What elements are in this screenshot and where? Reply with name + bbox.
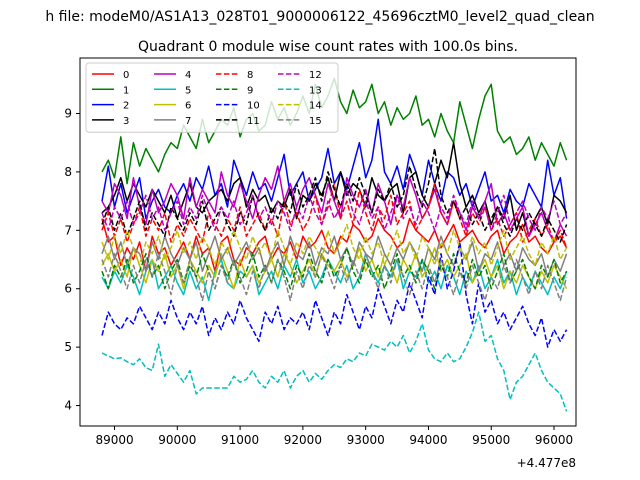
y-tick-label: 4 (64, 399, 72, 413)
legend-label: 4 (185, 70, 191, 81)
x-tick-label: 89000 (95, 433, 133, 447)
legend-box (85, 62, 339, 133)
series-line-4 (101, 165, 568, 243)
series-line-13 (101, 311, 568, 412)
x-tick-label: 94000 (409, 433, 447, 447)
legend-label: 5 (185, 85, 191, 96)
y-tick-label: 7 (64, 223, 72, 237)
axes-ticks: 89000 90000 91000 92000 93000 94000 95000 96000… (64, 106, 573, 447)
chart-title: Quadrant 0 module wise count rates with … (138, 39, 518, 55)
series-line-12 (101, 188, 568, 232)
plot-frame (79, 57, 577, 427)
series-line-14 (101, 223, 568, 267)
figure-suptitle: h file: modeM0/AS1A13_028T01_9000006122_… (45, 9, 594, 25)
legend-label: 8 (247, 70, 253, 81)
legend-label: 7 (185, 116, 191, 127)
y-tick-label: 5 (64, 340, 72, 354)
y-tick-label: 9 (64, 106, 72, 120)
series-layer (101, 77, 568, 412)
y-tick-label: 6 (64, 282, 72, 296)
x-tick-label: 91000 (221, 433, 259, 447)
legend-label: 15 (309, 116, 322, 127)
series-line-10 (101, 241, 568, 348)
legend-label: 0 (123, 70, 129, 81)
x-tick-label: 92000 (284, 433, 322, 447)
legend-label: 3 (123, 116, 129, 127)
x-tick-label: 90000 (158, 433, 196, 447)
y-tick-label: 8 (64, 165, 72, 179)
legend-label: 10 (247, 101, 260, 112)
legend-label: 13 (309, 85, 322, 96)
legend-label: 11 (247, 116, 260, 127)
series-line-8 (101, 182, 568, 249)
x-offset-label: +4.477e8 (517, 456, 576, 470)
series-line-7 (101, 235, 568, 278)
legend-label: 14 (309, 101, 322, 112)
legend-label: 6 (185, 101, 191, 112)
legend-label: 1 (123, 85, 129, 96)
x-tick-label: 95000 (472, 433, 510, 447)
x-tick-label: 93000 (347, 433, 385, 447)
x-tick-label: 96000 (535, 433, 573, 447)
series-line-9 (101, 247, 568, 290)
legend-label: 2 (123, 101, 129, 112)
series-line-15 (101, 252, 568, 302)
legend-label: 12 (309, 70, 322, 81)
legend-label: 9 (247, 85, 253, 96)
